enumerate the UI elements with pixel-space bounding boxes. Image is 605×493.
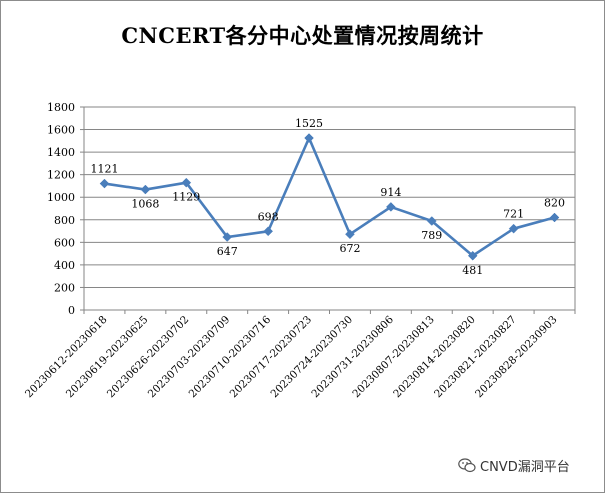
data-label: 1525 [295,117,323,130]
data-label: 721 [503,208,524,221]
x-tick-label: 20230710-20230716 [187,313,274,400]
data-point [222,232,233,242]
data-label: 672 [339,242,360,255]
data-point [426,216,437,226]
y-tick-label: 0 [68,304,75,317]
x-tick-label: 20230814-20230820 [391,314,478,401]
data-label: 1121 [90,163,118,176]
data-point [345,229,355,240]
data-label: 914 [380,186,401,199]
data-label: 481 [462,264,483,277]
data-label: 698 [258,210,279,223]
x-tick-label: 20230703-20230709 [146,314,233,401]
data-point [467,250,478,261]
y-tick-label: 1600 [47,124,75,137]
y-tick-label: 1000 [47,191,75,204]
x-tick-label: 20230724-20230730 [269,314,356,401]
data-point [263,226,273,237]
data-point [508,223,519,234]
series-line [104,136,555,258]
x-tick-label: 20230626-20230702 [105,314,192,401]
x-tick-label: 20230807-20230813 [350,314,437,401]
data-point [99,178,110,189]
data-point [181,177,192,188]
y-tick-label: 1800 [47,101,75,114]
data-point [549,212,560,223]
data-point [386,202,396,212]
x-tick-label: 20230828-20230903 [473,314,560,401]
x-tick-label: 20230717-20230723 [228,314,315,401]
watermark: CNVD漏洞平台 [458,456,570,475]
y-tick-label: 1400 [47,146,75,159]
chart-title: CNCERT各分中心处置情况按周统计 [121,23,484,48]
y-tick-label: 200 [54,281,75,294]
y-tick-label: 1200 [47,169,75,182]
data-label: 820 [544,197,565,210]
x-tick-label: 20230731-20230806 [309,313,396,400]
y-tick-label: 600 [54,236,75,249]
x-tick-label: 20230612-20230618 [23,314,110,401]
data-point [140,184,151,195]
data-label: 1129 [172,191,200,204]
data-label: 647 [217,245,238,258]
y-tick-label: 400 [54,259,75,272]
data-label: 1068 [131,198,159,211]
y-tick-label: 800 [54,214,75,227]
x-tick-label: 20230619-20230625 [64,314,151,401]
data-label: 789 [421,229,442,242]
watermark-text: CNVD漏洞平台 [480,460,570,475]
wechat-icon [458,458,476,473]
x-tick-label: 20230821-20230827 [432,314,519,401]
data-point [304,133,314,143]
